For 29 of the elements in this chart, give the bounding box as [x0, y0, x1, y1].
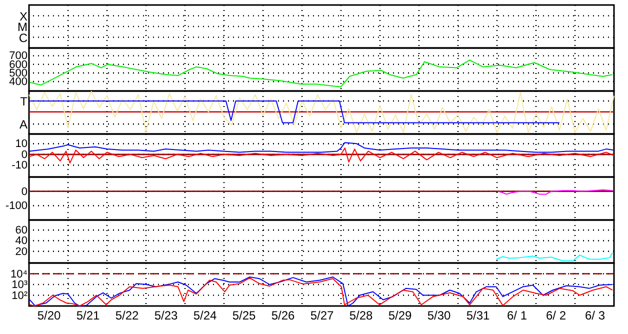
- x-tick-label: 5/21: [76, 308, 100, 322]
- text: A: [19, 118, 28, 132]
- y-tick-label: -10: [12, 160, 28, 172]
- x-tick-label: 5/29: [388, 308, 412, 322]
- x-tick-label: 6/ 1: [506, 308, 528, 322]
- x-tick-label: 6/ 3: [584, 308, 606, 322]
- y-tick-label: 60: [15, 224, 28, 237]
- x-tick-label: 5/28: [349, 308, 373, 322]
- y-tick-label: 400: [9, 76, 28, 88]
- y-tick-label: 10²: [12, 290, 28, 302]
- x-tick-label: 6/ 2: [546, 308, 566, 322]
- x-tick-label: 5/26: [271, 308, 295, 322]
- x-tick-label: 5/30: [427, 308, 451, 322]
- y-tick-label: 10: [15, 138, 28, 150]
- y-tick-label: 20: [15, 246, 28, 258]
- x-tick-label: 5/22: [115, 308, 139, 322]
- x-tick-label: 5/20: [37, 308, 61, 322]
- y-tick-label: 10⁴: [10, 268, 28, 280]
- y-tick-label: -100: [5, 200, 28, 212]
- y-tick-label: 0: [21, 186, 28, 198]
- x-tick-label: 5/31: [466, 308, 490, 322]
- x-tick-label: 5/25: [232, 308, 256, 322]
- y-tick-label: 40: [15, 235, 28, 248]
- y-tick-label: 0: [21, 148, 28, 161]
- x-tick-label: 5/24: [193, 308, 217, 322]
- x-tick-label: 5/23: [154, 308, 178, 322]
- x-tick-label: 5/27: [310, 308, 334, 322]
- text: T: [20, 94, 28, 108]
- y-tick-label: 10³: [12, 279, 28, 291]
